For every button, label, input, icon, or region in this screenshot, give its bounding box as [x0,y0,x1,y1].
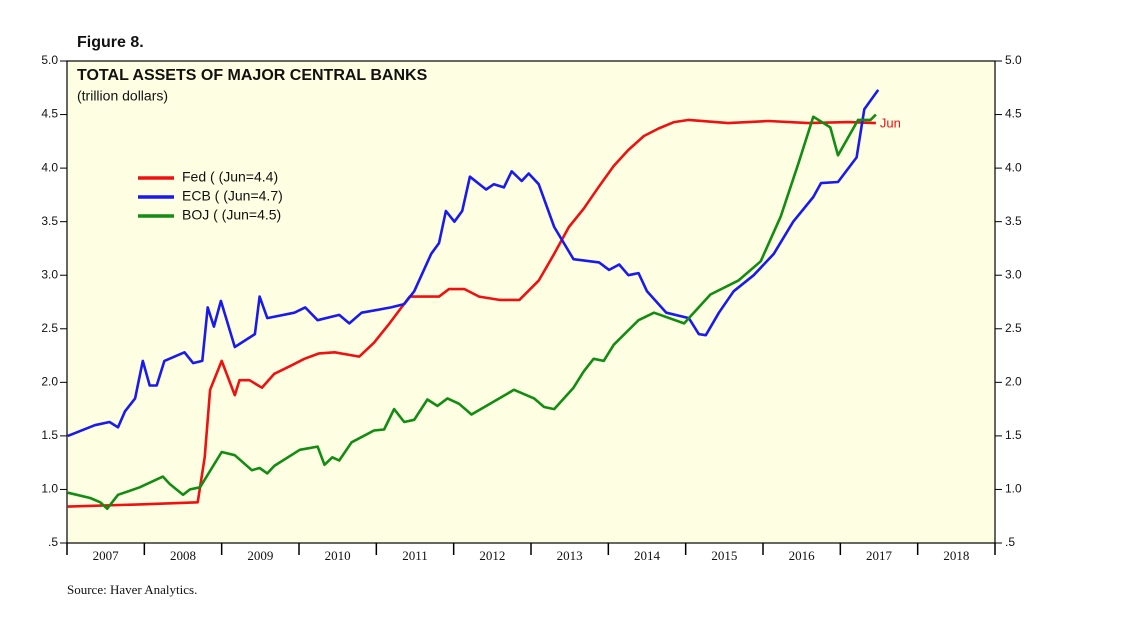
x-tick-label: 2008 [170,548,196,563]
y2-tick-label: 1.0 [1005,482,1022,496]
x-tick-label: 2012 [479,548,505,563]
figure-label: Figure 8. [77,34,144,51]
source: Source: Haver Analytics. [67,582,197,597]
y2-tick-label: 4.0 [1005,160,1022,174]
y2-tick-label: 4.5 [1005,107,1022,121]
y2-tick-label: 3.5 [1005,214,1022,228]
x-tick-label: 2013 [557,548,583,563]
y2-tick-label: 2.0 [1005,375,1022,389]
x-tick-label: 2016 [789,548,816,563]
series-line [67,118,876,508]
y-tick-label: 4.5 [41,107,58,121]
plot-area [66,60,996,544]
x-tick-label: 2010 [325,548,351,563]
y-tick-label: 4.0 [41,160,58,174]
series-line [67,89,880,438]
y-tick-label: .5 [48,535,58,549]
y2-tick-label: 1.5 [1005,428,1022,442]
x-tick-label: 2009 [247,548,273,563]
y-tick-label: 1.0 [41,482,58,496]
series-line [67,113,877,510]
chart-title: TOTAL ASSETS OF MAJOR CENTRAL BANKS [77,67,428,84]
y-tick-label: 5.0 [41,53,58,67]
x-tick-label: 2015 [711,548,737,563]
y2-tick-label: 3.0 [1005,267,1022,281]
annotation: Jun [880,116,901,131]
x-tick-label: 2011 [402,548,428,563]
y-tick-label: 1.5 [41,428,58,442]
y2-tick-label: 5.0 [1005,53,1022,67]
chart-subtitle: (trillion dollars) [77,88,168,104]
x-tick-label: 2018 [943,548,969,563]
y-tick-label: 2.5 [41,321,58,335]
legend-label: Fed ( (Jun=4.4) [182,169,278,185]
y-tick-label: 3.5 [41,214,58,228]
y2-tick-label: 2.5 [1005,321,1022,335]
legend-label: ECB ( (Jun=4.7) [182,188,283,204]
y2-tick-label: .5 [1005,535,1015,549]
x-tick-label: 2017 [866,548,893,563]
y-tick-label: 2.0 [41,375,58,389]
x-tick-label: 2007 [93,548,120,563]
y-tick-label: 3.0 [41,267,58,281]
legend-label: BOJ ( (Jun=4.5) [182,207,281,223]
x-tick-label: 2014 [634,548,661,563]
